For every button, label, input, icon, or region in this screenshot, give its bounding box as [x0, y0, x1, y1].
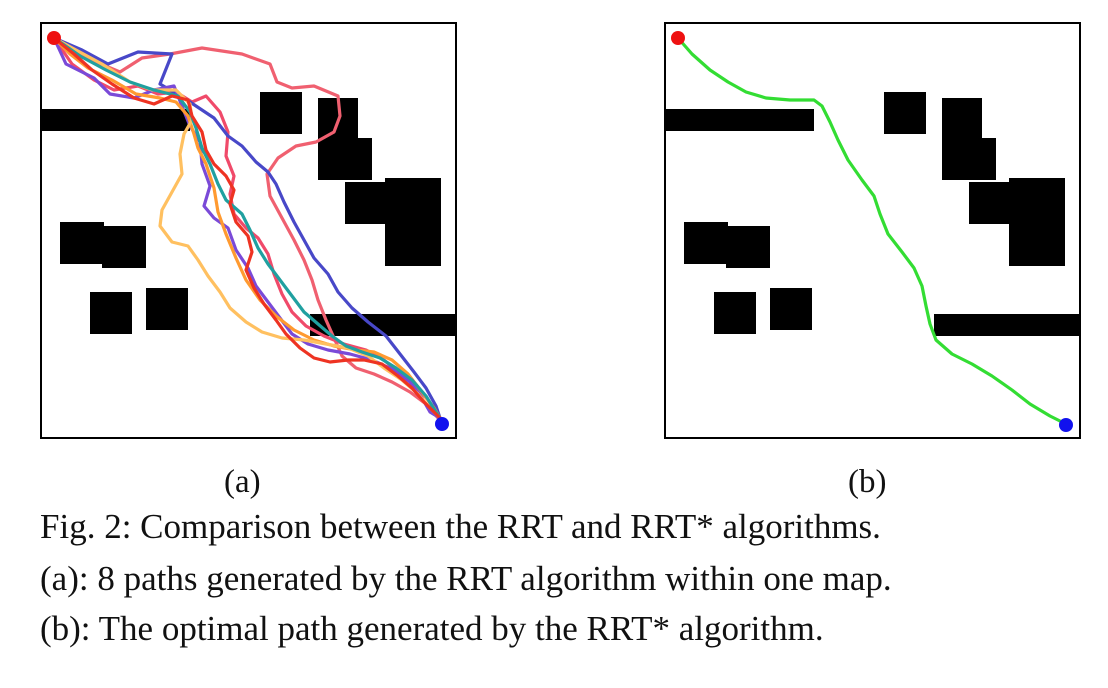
obstacle-block: [770, 288, 812, 330]
obstacle-block: [318, 138, 372, 180]
obstacle-block: [345, 182, 387, 224]
rrt-path: [52, 36, 442, 420]
start-marker: [671, 31, 685, 45]
rrt-path: [52, 36, 442, 420]
panel-a-rrt-map: [40, 22, 457, 439]
panel-a-label: (a): [224, 464, 261, 500]
obstacle-wall-bottom: [934, 314, 1079, 336]
panel-b-label: (b): [848, 464, 887, 500]
obstacle-block: [260, 92, 302, 134]
obstacle-block: [90, 292, 132, 334]
obstacle-wall-top: [42, 109, 190, 131]
figure-caption-line-2: (a): 8 paths generated by the RRT algori…: [40, 559, 892, 598]
obstacle-wall-top: [666, 109, 814, 131]
panel-b-rrt-star-map: [664, 22, 1081, 439]
obstacle-block: [684, 222, 728, 264]
obstacle-block: [146, 288, 188, 330]
obstacle-block: [385, 178, 441, 266]
obstacles: [666, 92, 1079, 336]
obstacles: [42, 92, 455, 336]
rrt-star-map-svg: [666, 31, 1079, 432]
obstacle-block: [942, 98, 982, 140]
rrt-path: [52, 36, 442, 420]
figure-caption-line-3: (b): The optimal path generated by the R…: [40, 609, 824, 648]
obstacle-block: [942, 138, 996, 180]
obstacle-block: [714, 292, 756, 334]
rrt-path: [52, 36, 442, 420]
obstacle-block: [60, 222, 104, 264]
obstacle-wall-bottom: [310, 314, 455, 336]
rrt-map-svg: [42, 31, 455, 431]
start-marker: [47, 31, 61, 45]
rrt-star-path: [676, 36, 1068, 426]
rrt-path: [52, 36, 442, 420]
obstacle-block: [726, 226, 770, 268]
goal-marker: [435, 417, 449, 431]
obstacle-block: [1009, 178, 1065, 266]
obstacle-block: [884, 92, 926, 134]
obstacle-block: [102, 226, 146, 268]
obstacle-block: [969, 182, 1011, 224]
figure-caption-line-1: Fig. 2: Comparison between the RRT and R…: [40, 507, 881, 546]
goal-marker: [1059, 418, 1073, 432]
rrt-path: [52, 36, 440, 420]
